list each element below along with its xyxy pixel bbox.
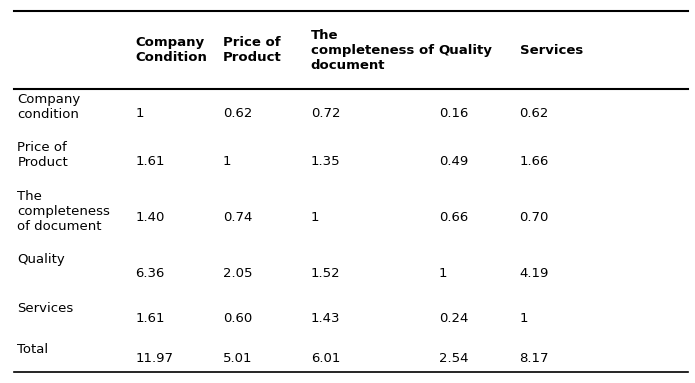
Text: 2.05: 2.05 (223, 267, 252, 280)
Text: 0.70: 0.70 (520, 211, 549, 224)
Text: 1: 1 (439, 267, 447, 280)
Text: 0.62: 0.62 (520, 107, 549, 120)
Text: 0.49: 0.49 (439, 155, 468, 168)
Text: The
completeness
of document: The completeness of document (17, 190, 111, 233)
Text: Services: Services (520, 44, 583, 57)
Text: 0.24: 0.24 (439, 312, 468, 325)
Text: The
completeness of
document: The completeness of document (311, 29, 434, 72)
Text: 1.61: 1.61 (136, 312, 165, 325)
Text: 0.72: 0.72 (311, 107, 340, 120)
Text: 0.60: 0.60 (223, 312, 252, 325)
Text: 0.62: 0.62 (223, 107, 252, 120)
Text: 6.01: 6.01 (311, 352, 340, 365)
Text: Quality: Quality (17, 253, 65, 266)
Text: 8.17: 8.17 (520, 352, 549, 365)
Text: Price of
Product: Price of Product (17, 141, 68, 169)
Text: 1.43: 1.43 (311, 312, 340, 325)
Text: 1.52: 1.52 (311, 267, 341, 280)
Text: 1.40: 1.40 (136, 211, 165, 224)
Text: 4.19: 4.19 (520, 267, 549, 280)
Text: 5.01: 5.01 (223, 352, 252, 365)
Text: Services: Services (17, 301, 74, 314)
Text: Price of
Product: Price of Product (223, 36, 281, 64)
Text: 6.36: 6.36 (136, 267, 165, 280)
Text: 1.35: 1.35 (311, 155, 341, 168)
Text: 0.16: 0.16 (439, 107, 468, 120)
Text: 1: 1 (311, 211, 319, 224)
Text: 1: 1 (520, 312, 528, 325)
Text: 1: 1 (223, 155, 231, 168)
Text: 0.74: 0.74 (223, 211, 252, 224)
Text: Total: Total (17, 343, 49, 356)
Text: Company
condition: Company condition (17, 93, 81, 121)
Text: 1.66: 1.66 (520, 155, 549, 168)
Text: 1.61: 1.61 (136, 155, 165, 168)
Text: 11.97: 11.97 (136, 352, 173, 365)
Text: Quality: Quality (439, 44, 493, 57)
Text: 1: 1 (136, 107, 144, 120)
Text: 2.54: 2.54 (439, 352, 468, 365)
Text: 0.66: 0.66 (439, 211, 468, 224)
Text: Company
Condition: Company Condition (136, 36, 207, 64)
